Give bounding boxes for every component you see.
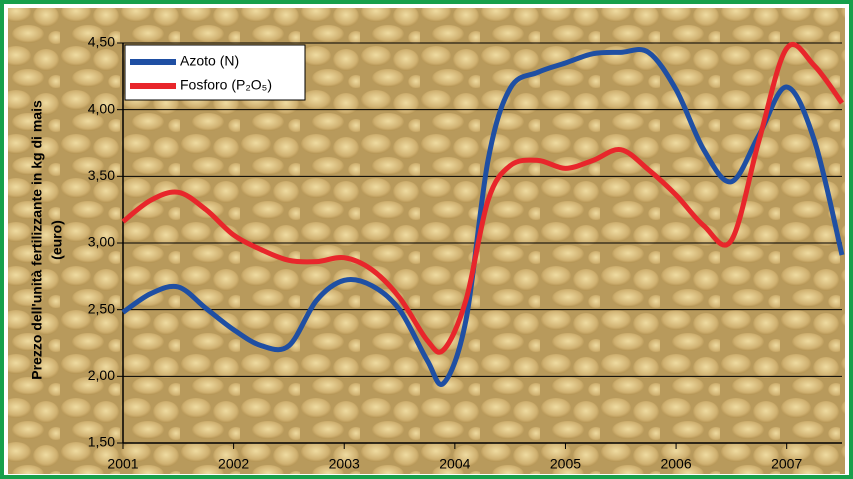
y-tick-label: 2,00 xyxy=(88,367,115,383)
legend-box xyxy=(124,44,306,101)
series-line xyxy=(121,47,845,387)
y-axis-label: Prezzo dell'unità fertilizzante in kg di… xyxy=(29,100,45,380)
plot: 1,50 2,00 2,50 3,00 3,50 4,00 4,50 2001 2002 2003… xyxy=(88,34,845,472)
legend: Azoto (N) Fosforo (P₂O₅) xyxy=(124,44,306,101)
y-tick-label: 2,50 xyxy=(88,300,115,316)
x-tick-label: 2005 xyxy=(550,456,581,472)
y-tick-label: 3,00 xyxy=(88,234,115,250)
x-tick-label: 2007 xyxy=(771,456,802,472)
y-tick-label: 3,50 xyxy=(88,167,115,183)
legend-label: Fosforo (P₂O₅) xyxy=(180,77,272,93)
x-tick-label: 2002 xyxy=(218,456,249,472)
x-tick-label: 2004 xyxy=(439,456,470,472)
x-tick-label: 2001 xyxy=(107,456,138,472)
series-line xyxy=(121,42,845,355)
y-tick-label: 4,50 xyxy=(88,34,115,50)
y-tick-label: 4,00 xyxy=(88,100,115,116)
y-tick-label: 1,50 xyxy=(88,434,115,450)
x-tick-label: 2006 xyxy=(660,456,691,472)
y-axis-label: (euro) xyxy=(49,220,65,260)
x-tick-label: 2003 xyxy=(329,456,360,472)
legend-label: Azoto (N) xyxy=(180,53,239,69)
